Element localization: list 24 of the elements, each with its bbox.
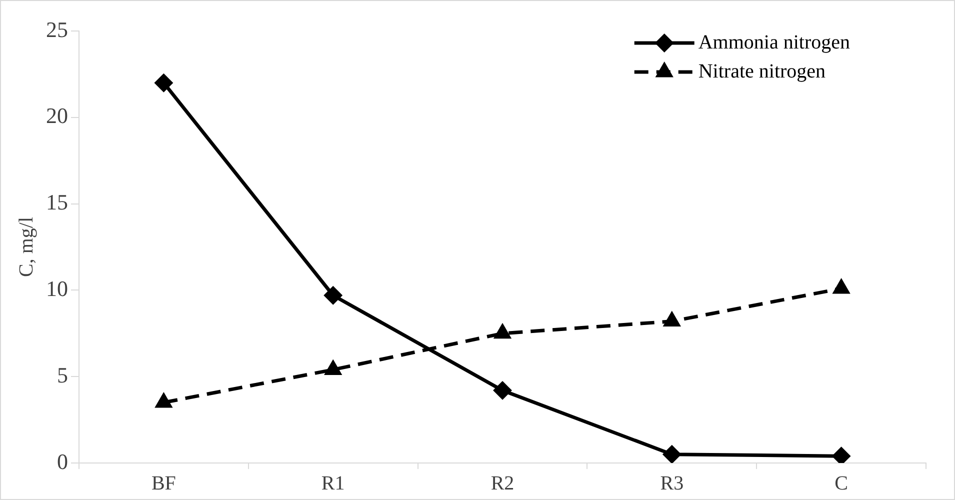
y-tick-label: 25: [46, 16, 68, 42]
legend-label: Ammonia nitrogen: [698, 31, 850, 54]
y-tick-label: 20: [46, 103, 68, 128]
y-tick-label: 10: [46, 276, 68, 301]
point: [325, 360, 341, 375]
x-tick-label: C: [834, 472, 848, 494]
x-tick-label: R2: [490, 472, 514, 494]
point: [494, 382, 512, 400]
x-tick-label: BF: [151, 472, 176, 494]
legend-label: Nitrate nitrogen: [698, 60, 826, 82]
x-tick-label: R3: [660, 472, 684, 494]
point: [494, 324, 510, 339]
x-tick-label: R1: [321, 472, 345, 494]
point: [663, 446, 681, 463]
y-tick-label: 5: [57, 362, 68, 388]
y-tick-label: 15: [46, 190, 68, 215]
y-axis-title: C, mg/l: [15, 216, 38, 278]
point: [324, 286, 342, 304]
point: [156, 394, 172, 408]
point: [832, 447, 850, 463]
point: [833, 280, 850, 294]
y-tick-label: 0: [57, 448, 68, 474]
point: [154, 74, 172, 92]
point: [664, 312, 680, 327]
